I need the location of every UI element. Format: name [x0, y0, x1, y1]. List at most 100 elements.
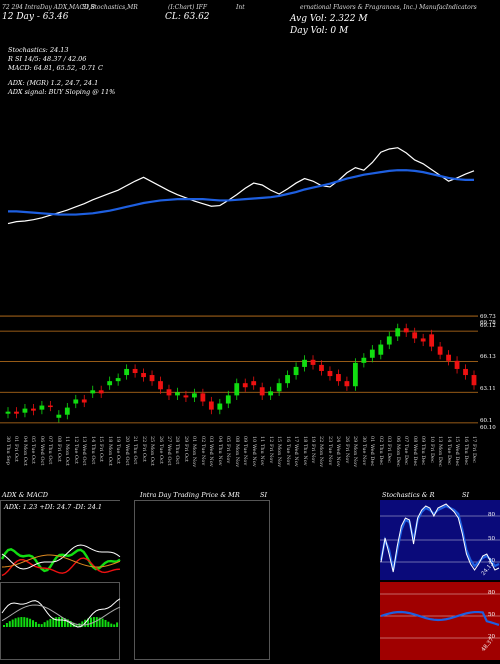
- level-label-4: 60.1: [480, 418, 493, 424]
- candle-body: [90, 390, 96, 394]
- date-label: 26 Fri Nov: [343, 436, 350, 464]
- candle-body: [47, 405, 53, 408]
- stoch-panel-title: Stochastics & R: [382, 491, 435, 499]
- rsi-level-80: 80: [488, 590, 495, 596]
- macd-bar: [8, 621, 11, 627]
- candle-body: [14, 411, 19, 414]
- macd-bar: [98, 617, 101, 627]
- macd-bar: [87, 618, 90, 627]
- level-label-2: 66.13: [480, 354, 496, 360]
- intraday-panel-title: Intra Day Trading Price & MR: [140, 491, 240, 499]
- candle-body: [285, 375, 290, 384]
- minus-di-line: [1, 557, 121, 577]
- macd-bar: [95, 617, 98, 627]
- date-label: 22 Mon Nov: [318, 436, 325, 468]
- intraday-panel: [134, 500, 270, 660]
- level-label-1: 69.12: [480, 323, 496, 329]
- date-label: 30 Tue Nov: [360, 436, 367, 466]
- stochastics-readout: Stochastics: 24.13: [8, 46, 69, 54]
- candle-body: [22, 408, 28, 413]
- candle-body: [268, 391, 274, 396]
- macd-bar: [75, 624, 78, 627]
- rsi-line: [380, 610, 500, 627]
- candle-body: [183, 395, 189, 398]
- date-label: 05 Fri Nov: [225, 436, 232, 464]
- stoch-k-line: [380, 503, 500, 573]
- macd-bar: [55, 617, 58, 627]
- date-label: 06 Wed Oct: [38, 436, 45, 466]
- date-label: 06 Mon Dec: [394, 436, 401, 467]
- macd-bar: [81, 621, 84, 627]
- candle-body: [344, 381, 350, 387]
- candle-body: [132, 368, 138, 374]
- candle-body: [446, 354, 451, 361]
- candle-body: [98, 390, 104, 394]
- date-label: 28 Thu Oct: [174, 436, 181, 465]
- date-label: 11 Mon Oct: [64, 436, 71, 466]
- date-label: 03 Wed Nov: [208, 436, 215, 467]
- macd-bar: [52, 617, 55, 627]
- date-label: 02 Tue Nov: [199, 436, 206, 466]
- candle-body: [369, 349, 375, 358]
- date-label: 09 Tue Nov: [242, 436, 249, 466]
- stoch-d-line: [379, 504, 500, 571]
- stochastics-panel: 80 50 20 24.13: [379, 500, 500, 580]
- candle-body: [208, 401, 214, 410]
- macd-bar: [23, 617, 26, 627]
- level-label-5: 60.10: [480, 425, 496, 431]
- adx-slow-line: [1, 554, 121, 568]
- macd-bar: [32, 620, 34, 627]
- candle-body: [175, 392, 180, 396]
- rsi-panel: 80 50 20 48.37: [380, 582, 500, 660]
- adx-line: [1, 544, 121, 570]
- macd-bar: [110, 623, 113, 627]
- date-label: 09 Thu Dec: [420, 436, 427, 466]
- candle-body: [437, 346, 443, 355]
- candle-body: [352, 362, 358, 387]
- macd-bar: [101, 618, 104, 627]
- macd-bar: [5, 623, 8, 627]
- date-label: 29 Fri Oct: [182, 436, 189, 462]
- candle-body: [327, 370, 333, 377]
- level-label-top1: 69.73: [480, 314, 496, 320]
- date-label: 13 Mon Dec: [437, 436, 444, 467]
- candle-body: [251, 381, 257, 386]
- macd-bar: [26, 617, 29, 627]
- candle-body: [361, 357, 367, 363]
- date-label: 04 Mon Oct: [21, 436, 28, 466]
- macd-bar: [63, 618, 66, 627]
- date-label: 07 Thu Oct: [47, 436, 54, 465]
- date-label: 16 Thu Dec: [462, 436, 469, 466]
- macd-bar: [40, 624, 43, 627]
- candle-body: [463, 368, 468, 376]
- candle-body: [124, 368, 130, 376]
- candle-body: [107, 381, 113, 386]
- header-line1b: SI,Stochastics,MR: [82, 4, 138, 11]
- date-label: 30 Thu Sep: [5, 436, 11, 465]
- macd-bar: [11, 619, 14, 627]
- date-label: 01 Mon Nov: [191, 436, 198, 468]
- macd-panel: [0, 582, 121, 660]
- candle-body: [81, 399, 87, 403]
- close-label: CL: 63.62: [165, 12, 210, 22]
- date-label: 12 Tue Oct: [72, 436, 79, 464]
- date-label: 23 Tue Nov: [326, 436, 333, 466]
- date-label: 19 Tue Oct: [115, 436, 122, 464]
- date-label: 16 Tue Nov: [284, 436, 291, 466]
- date-label: 25 Mon Oct: [149, 436, 156, 466]
- macd-bar: [113, 624, 116, 627]
- date-label: 29 Mon Nov: [352, 436, 359, 468]
- date-label: 17 Wed Nov: [293, 436, 300, 467]
- candle-body: [39, 405, 45, 410]
- date-label: 19 Fri Nov: [310, 436, 317, 464]
- candle-body: [31, 408, 36, 411]
- macd-bar: [14, 618, 17, 627]
- date-label: 20 Wed Oct: [123, 436, 130, 466]
- intraday-panel-title-b: SI: [260, 491, 268, 499]
- date-label: 03 Fri Dec: [386, 436, 393, 463]
- candle-body: [192, 393, 197, 398]
- macd-bar: [29, 618, 32, 627]
- candle-body: [302, 359, 307, 367]
- macd-bar: [116, 622, 119, 627]
- day-volume: Day Vol: 0 M: [290, 26, 349, 36]
